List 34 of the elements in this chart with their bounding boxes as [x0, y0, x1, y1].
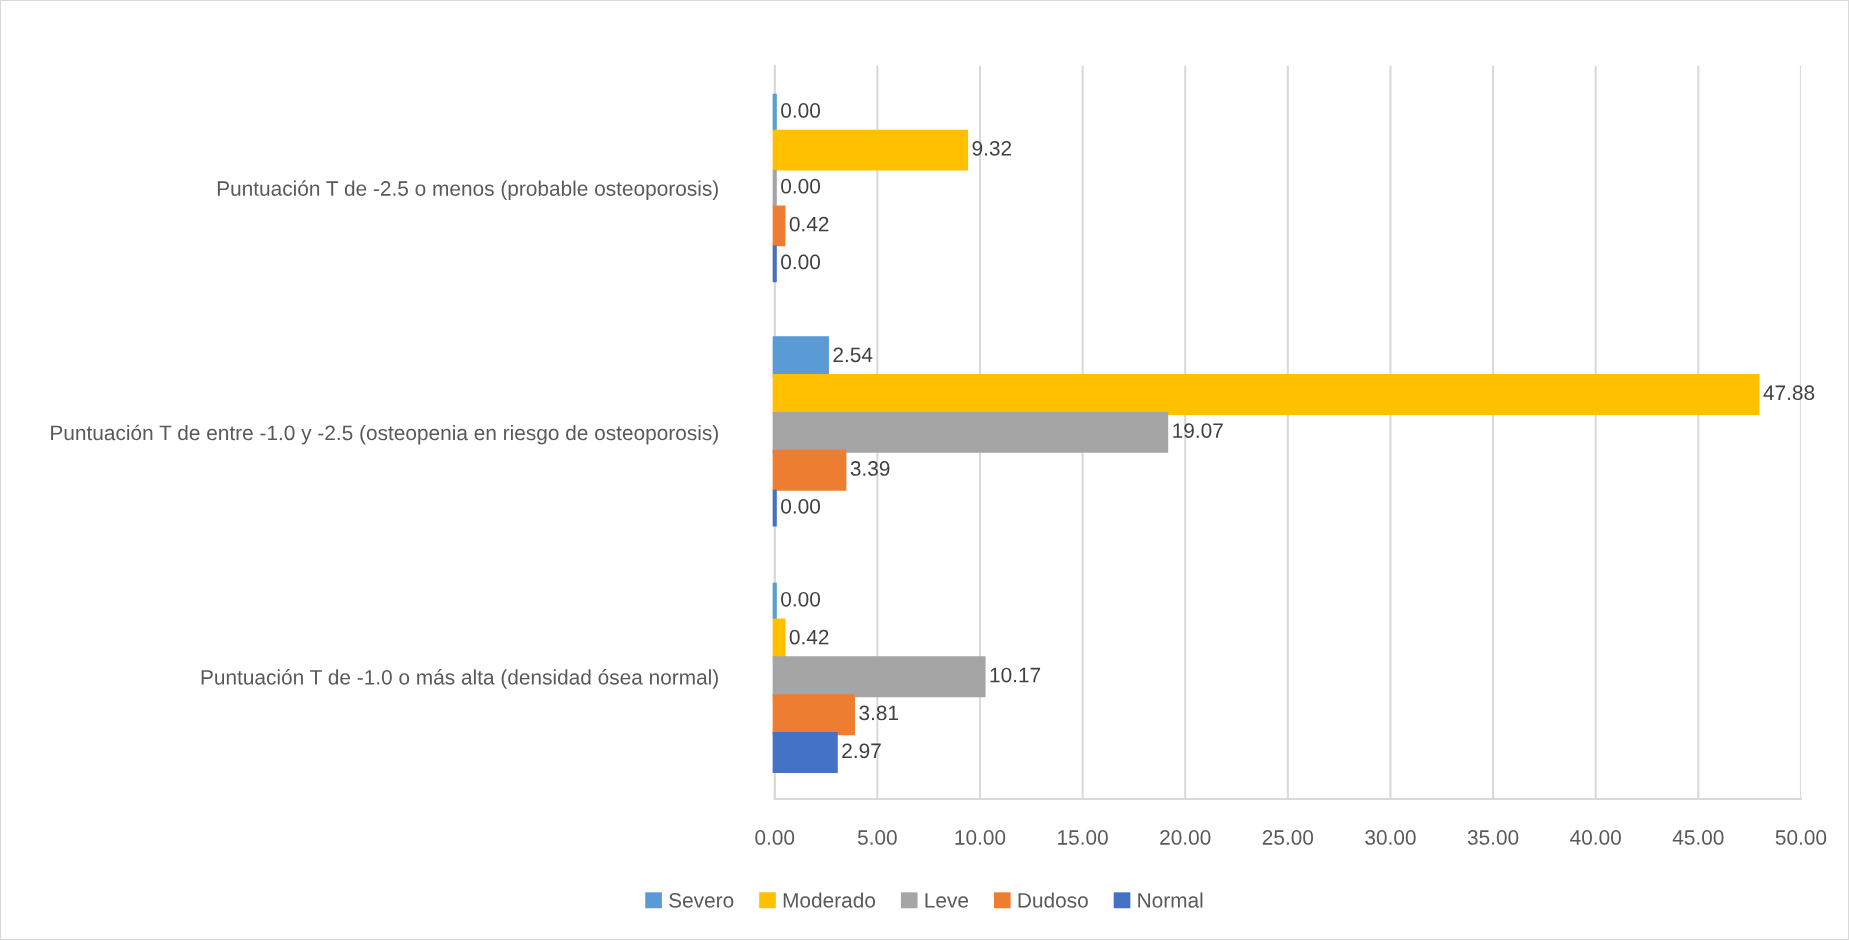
x-tick-label: 20.00: [1160, 830, 1211, 845]
data-label: 0.00: [781, 499, 821, 514]
x-tick-label: 5.00: [857, 830, 897, 845]
data-label: 0.00: [781, 591, 821, 607]
y-tick-label: Puntuación T de -1.0 o más alta (densidad ósea normal): [201, 669, 718, 689]
data-label: 2.97: [842, 743, 881, 759]
x-tick-label: 10.00: [955, 830, 1006, 845]
data-label: 9.32: [972, 140, 1012, 156]
data-label: 3.39: [850, 461, 890, 476]
data-label: 3.81: [859, 705, 899, 721]
y-tick-label: Puntuación T de entre -1.0 y -2.5 (osteopenia en riesgo de osteoporosis): [51, 424, 718, 445]
data-label: 2.54: [833, 347, 873, 363]
legend-label: Dudoso: [1018, 892, 1088, 908]
legend-label: Severo: [669, 892, 734, 908]
data-label: 0.00: [781, 254, 821, 270]
x-tick-label: 15.00: [1058, 830, 1108, 845]
legend-label: Leve: [925, 893, 969, 908]
data-label: 0.00: [781, 178, 821, 194]
x-tick-label: 0.00: [755, 830, 795, 845]
x-tick-label: 35.00: [1467, 830, 1519, 845]
x-tick-label: 25.00: [1262, 830, 1314, 845]
data-label: 19.07: [1173, 423, 1223, 438]
data-label: 0.42: [789, 629, 829, 645]
x-tick-label: 40.00: [1570, 830, 1621, 845]
legend-label: Moderado: [783, 892, 876, 908]
data-label: 0.00: [781, 103, 821, 118]
legend-label: Normal: [1138, 892, 1203, 908]
x-tick-label: 45.00: [1672, 830, 1724, 845]
y-tick-label: Puntuación T de -2.5 o menos (probable osteoporosis): [217, 180, 718, 200]
data-label: 47.88: [1763, 385, 1815, 401]
data-label: 0.42: [789, 216, 829, 232]
x-tick-label: 30.00: [1365, 830, 1416, 845]
data-label: 10.17: [990, 667, 1041, 683]
x-tick-label: 50.00: [1775, 830, 1827, 845]
